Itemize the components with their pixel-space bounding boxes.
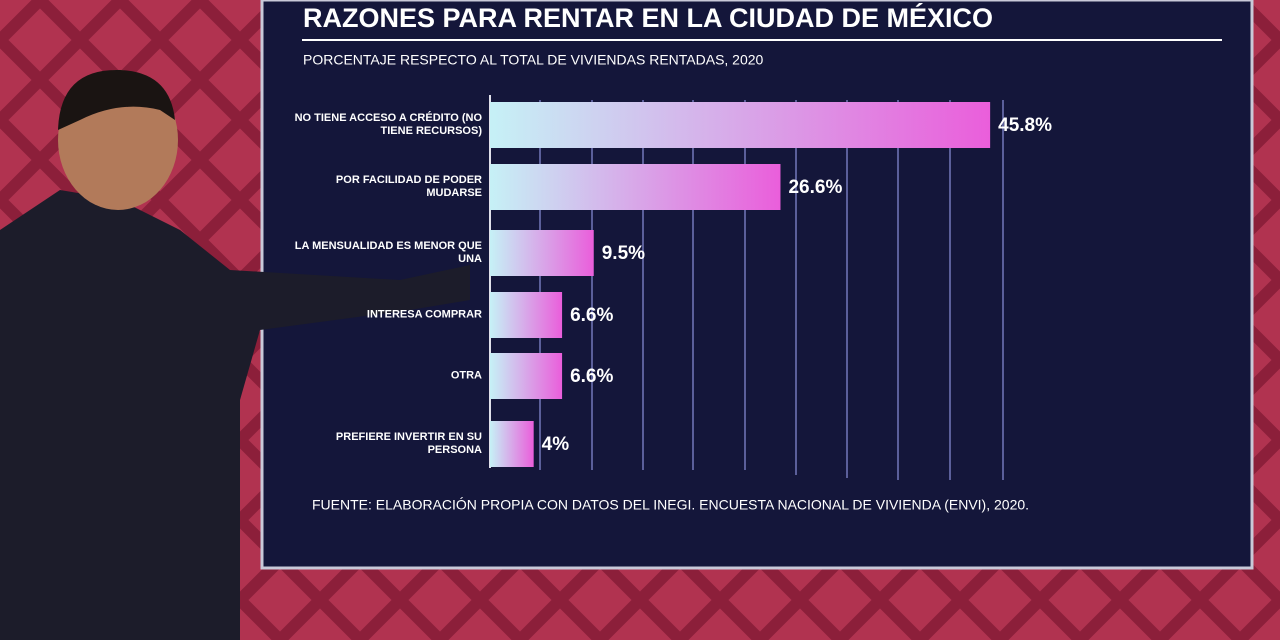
chart-subtitle: PORCENTAJE RESPECTO AL TOTAL DE VIVIENDA… bbox=[303, 52, 764, 68]
category-label: PREFIERE INVERTIR EN SU PERSONA bbox=[335, 431, 482, 456]
bar bbox=[490, 164, 781, 210]
bar bbox=[490, 230, 594, 276]
chart-title: RAZONES PARA RENTAR EN LA CIUDAD DE MÉXI… bbox=[303, 2, 993, 33]
bar bbox=[490, 102, 991, 148]
bar bbox=[490, 353, 563, 399]
presenter bbox=[0, 69, 470, 640]
value-label: 6.6% bbox=[570, 366, 613, 387]
grid bbox=[539, 100, 1004, 480]
category-label: LA MENSUALIDAD ES MENOR QUE UNA bbox=[294, 240, 482, 265]
value-label: 26.6% bbox=[788, 177, 842, 198]
value-label: 6.6% bbox=[570, 305, 613, 326]
category-label: POR FACILIDAD DE PODER MUDARSE bbox=[335, 174, 482, 199]
category-label: OTRA bbox=[450, 369, 482, 382]
value-label: 4% bbox=[542, 434, 570, 455]
value-label: 9.5% bbox=[602, 243, 645, 264]
bar bbox=[490, 421, 534, 467]
category-label: INTERESA COMPRAR bbox=[366, 308, 482, 321]
source-note: FUENTE: ELABORACIÓN PROPIA CON DATOS DEL… bbox=[312, 497, 1029, 513]
category-label: NO TIENE ACCESO A CRÉDITO (NO TIENE RECU… bbox=[294, 112, 482, 137]
value-label: 45.8% bbox=[998, 115, 1052, 136]
bar bbox=[490, 292, 563, 338]
